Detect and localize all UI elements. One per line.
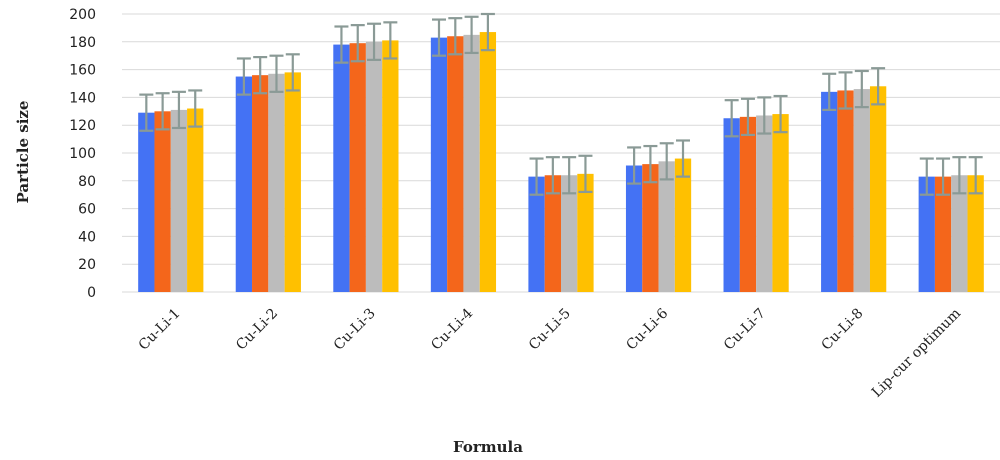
- x-category-label: Cu-Li-6: [623, 305, 671, 353]
- bar-0-0: [138, 112, 155, 292]
- bar-7-2: [853, 89, 870, 292]
- x-category-label: Cu-Li-2: [233, 306, 281, 354]
- y-tick-label: 20: [78, 257, 96, 273]
- y-tick-label: 200: [69, 7, 96, 23]
- y-tick-label: 0: [87, 285, 96, 301]
- bar-7-1: [837, 90, 854, 292]
- y-tick-label: 180: [69, 35, 96, 51]
- x-category-label: Cu-Li-7: [721, 306, 769, 354]
- x-category-label: Lip-cur optimum: [869, 306, 964, 401]
- bar-8-0: [918, 176, 935, 292]
- bar-2-3: [382, 40, 399, 292]
- bar-1-0: [235, 76, 253, 292]
- x-category-label: Cu-Li-4: [428, 305, 476, 353]
- bar-3-0: [430, 37, 448, 292]
- y-tick-label: 120: [69, 118, 96, 134]
- bar-2-1: [349, 43, 366, 292]
- bar-7-3: [869, 86, 887, 292]
- bar-8-3: [967, 175, 984, 292]
- y-tick-label: 40: [78, 229, 96, 245]
- y-tick-label: 140: [69, 90, 96, 106]
- y-tick-label: 80: [78, 174, 96, 190]
- bar-1-2: [268, 73, 285, 293]
- bar-4-2: [561, 175, 578, 292]
- x-category-label: Cu-Li-1: [136, 306, 184, 354]
- bar-4-1: [544, 175, 561, 292]
- bar-1-1: [252, 75, 269, 292]
- bar-0-3: [187, 108, 204, 293]
- bar-6-3: [772, 114, 789, 292]
- x-category-label: Cu-Li-3: [331, 306, 379, 354]
- bar-groups: [138, 32, 984, 293]
- bar-2-2: [365, 41, 383, 292]
- x-axis-title: Formula: [453, 438, 523, 456]
- bar-3-2: [463, 34, 480, 292]
- bar-6-2: [756, 115, 773, 292]
- bar-6-1: [739, 116, 757, 292]
- y-tick-label: 60: [78, 202, 96, 218]
- y-tick-label: 100: [69, 146, 96, 162]
- bar-5-0: [625, 165, 643, 292]
- bar-4-0: [528, 176, 545, 292]
- y-tick-label: 160: [69, 63, 96, 79]
- bar-2-0: [333, 44, 350, 292]
- bar-3-1: [447, 36, 464, 292]
- bar-1-3: [284, 72, 301, 292]
- bar-8-2: [951, 175, 968, 292]
- bar-8-1: [934, 176, 952, 292]
- error-bars: [139, 12, 983, 196]
- bar-5-3: [674, 158, 692, 292]
- bar-5-2: [658, 161, 675, 292]
- bar-7-0: [821, 91, 838, 292]
- bar-5-1: [642, 164, 659, 292]
- bar-3-3: [479, 32, 497, 292]
- y-axis-tick-labels: 0 20 40 60 80 100 120 140 160 180 200: [69, 7, 96, 301]
- x-category-label: Cu-Li-5: [526, 306, 574, 354]
- y-axis-title: Particle size: [14, 101, 32, 204]
- bar-0-2: [170, 109, 188, 292]
- x-axis-category-labels: Cu-Li-1 Cu-Li-2 Cu-Li-3 Cu-Li-4 Cu-Li-5 Cu-Li…: [136, 305, 964, 400]
- bar-4-3: [577, 173, 594, 292]
- bar-6-0: [723, 118, 740, 292]
- bar-0-1: [154, 111, 171, 292]
- x-category-label: Cu-Li-8: [819, 306, 867, 354]
